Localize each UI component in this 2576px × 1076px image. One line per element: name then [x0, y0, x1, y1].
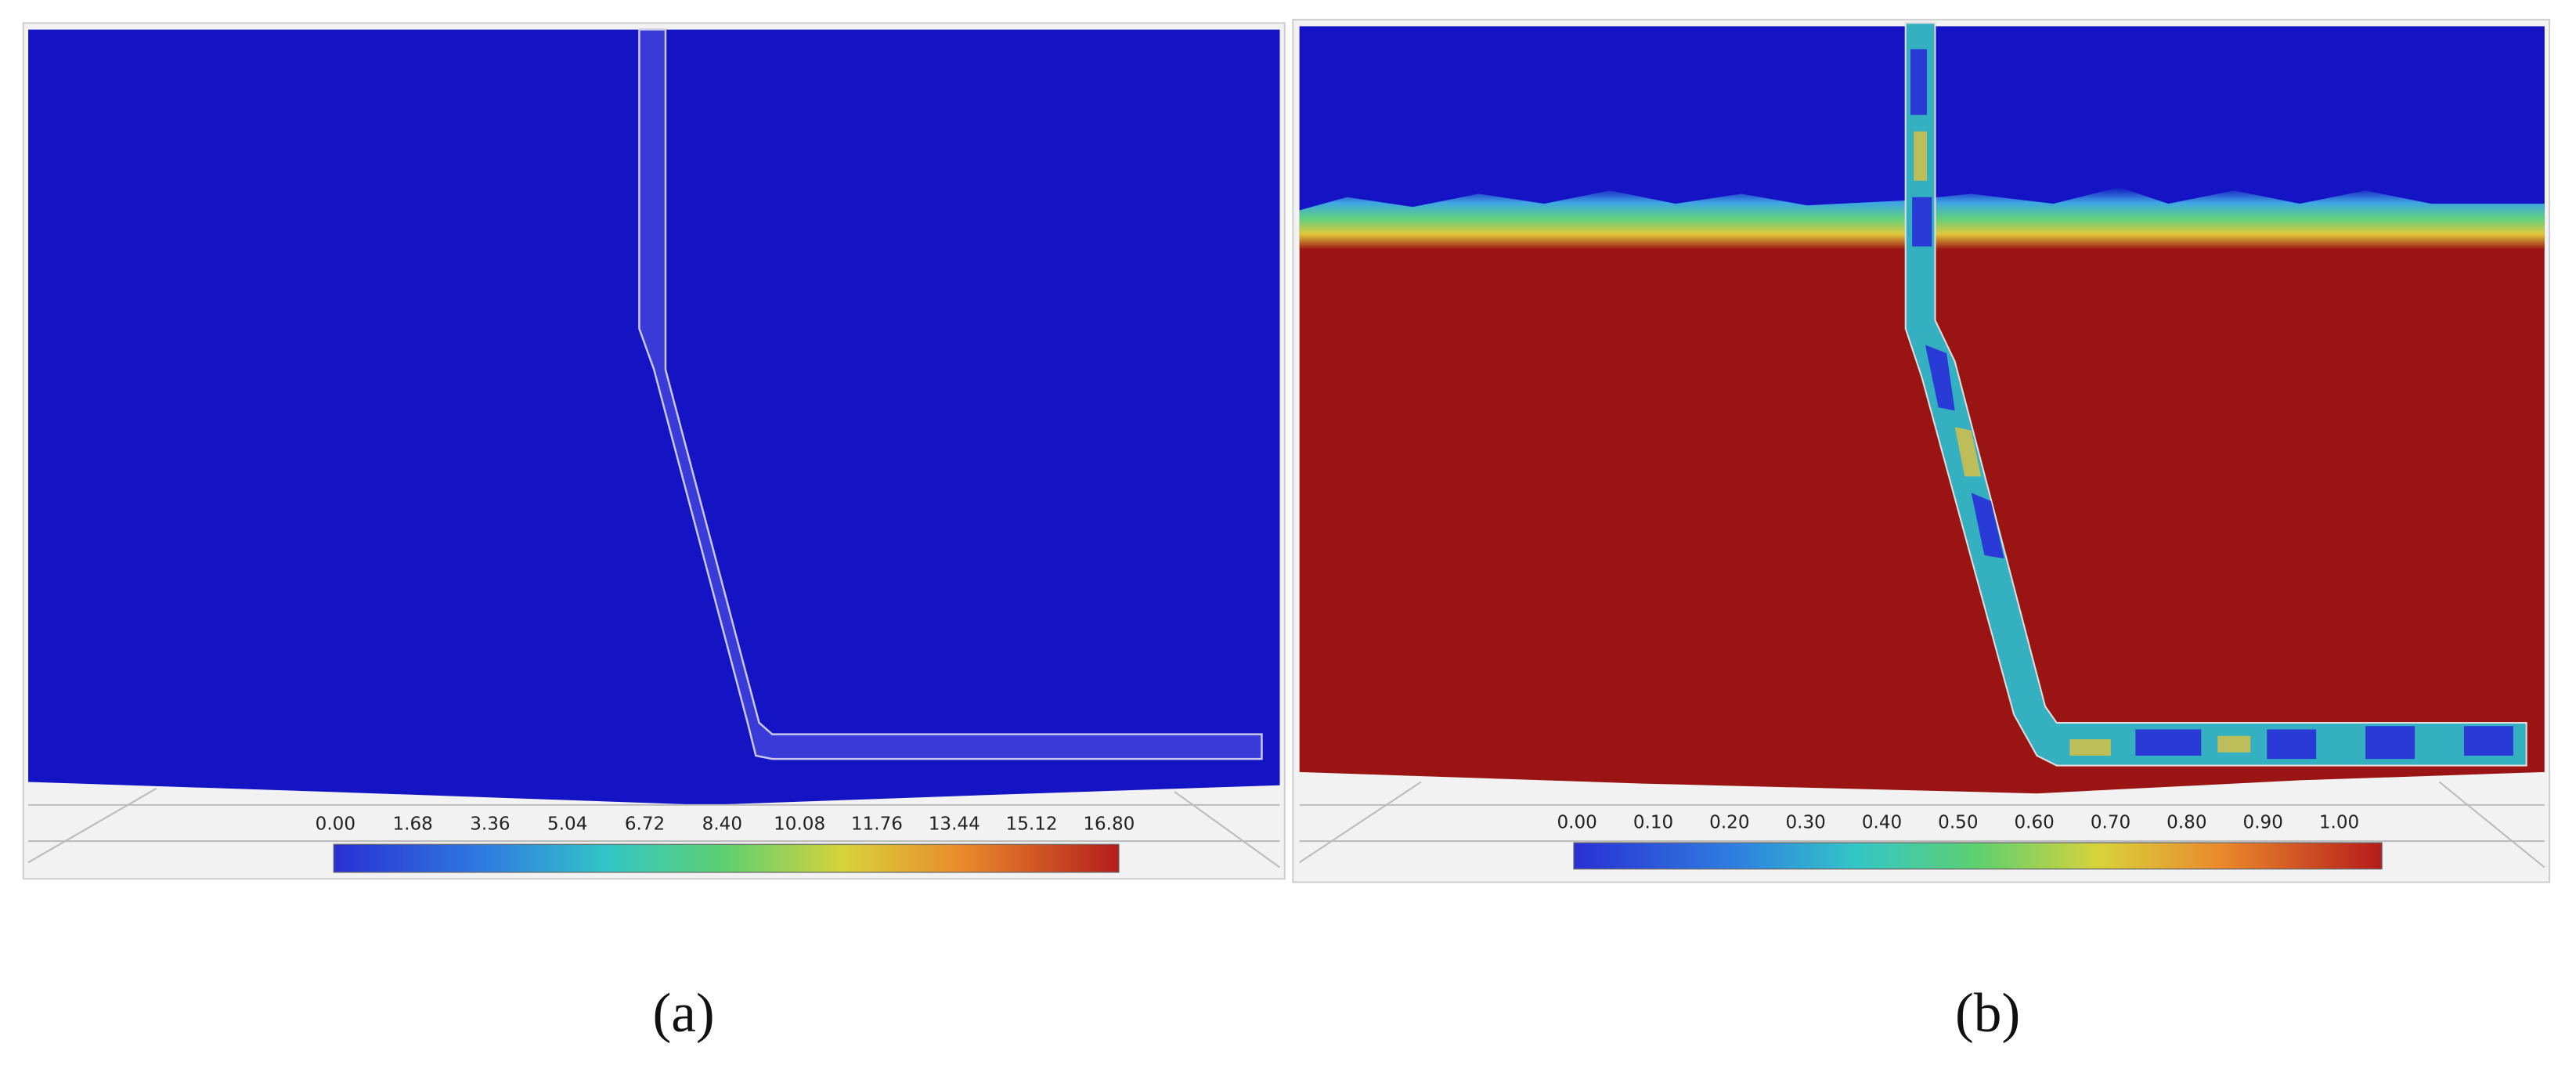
colorbar-label: 0.00 [1557, 812, 1597, 832]
wellbore [638, 28, 1263, 760]
colorbar-label: 0.10 [1633, 812, 1673, 832]
wellbore-patches [1914, 131, 2251, 756]
colorbar-label: 0.60 [2015, 812, 2055, 832]
colorbar-labels: 0.00 1.68 3.36 5.04 6.72 8.40 10.08 11.76 13.44 1… [316, 814, 1135, 835]
caption: (b) [1955, 982, 2020, 1044]
colorbar-label: 1.00 [2319, 812, 2359, 832]
floor-lines [27, 787, 1281, 868]
colorbar-label: 0.50 [1938, 812, 1978, 832]
colorbar-label: 16.80 [1083, 814, 1135, 835]
colorbar-label: 13.44 [929, 814, 980, 835]
colorbar [1573, 842, 2383, 870]
panel-b: 0.00 0.10 0.20 0.30 0.40 0.50 0.60 0.70 0.80 0.90… [1292, 19, 2551, 1044]
colorbar-label: 5.04 [547, 814, 587, 835]
colorbar-label: 0.80 [2167, 812, 2206, 832]
wellbore-patches [1910, 49, 2513, 760]
colorbar-label: 0.40 [1862, 812, 1902, 832]
colorbar-labels: 0.00 0.10 0.20 0.30 0.40 0.50 0.60 0.70 0.80 0.90… [1557, 812, 2360, 832]
wellbore [1904, 22, 2527, 767]
colorbar-label: 15.12 [1006, 814, 1058, 835]
colorbar-label: 0.00 [316, 814, 355, 835]
colorbar-label: 10.08 [774, 814, 825, 835]
colorbar-label: 0.90 [2243, 812, 2283, 832]
colorbar-label: 11.76 [851, 814, 903, 835]
colorbar-label: 0.30 [1786, 812, 1826, 832]
colorbar-label: 0.20 [1709, 812, 1749, 832]
colorbar-label: 8.40 [702, 814, 742, 835]
caption: (a) [652, 982, 714, 1044]
domain-field [28, 29, 1280, 805]
colorbar-label: 3.36 [470, 814, 510, 835]
colorbar-label: 1.68 [392, 814, 432, 835]
colorbar-label: 0.70 [2091, 812, 2130, 832]
colorbar [333, 843, 1120, 873]
panel-a: 0.00 1.68 3.36 5.04 6.72 8.40 10.08 11.76 13.44 1… [22, 22, 1286, 1044]
floor-lines [1299, 781, 2545, 868]
colorbar-label: 6.72 [625, 814, 665, 835]
